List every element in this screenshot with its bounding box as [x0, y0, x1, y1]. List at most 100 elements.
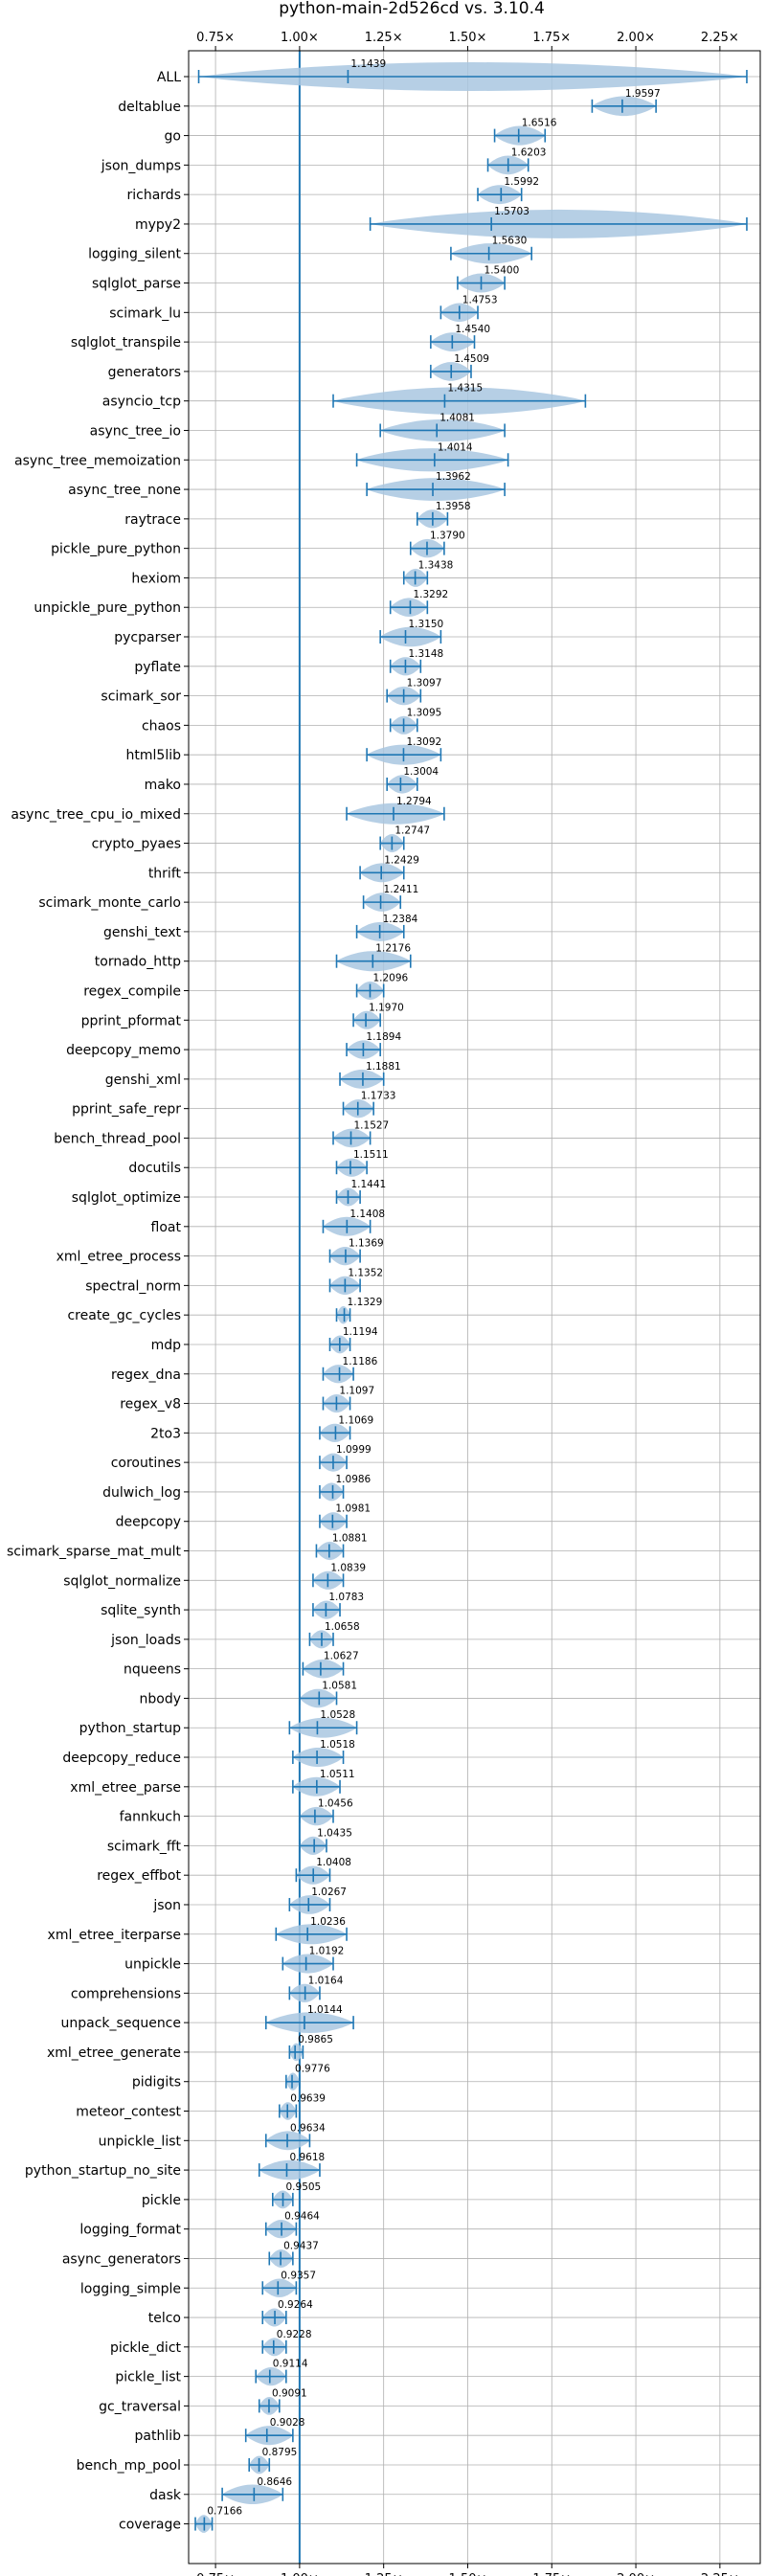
- value-label-raytrace: 1.3958: [436, 501, 471, 512]
- value-label-async_tree_none: 1.3962: [436, 471, 471, 483]
- category-label-xml_etree_parse: xml_etree_parse: [70, 1780, 181, 1796]
- category-label-go: go: [165, 129, 181, 145]
- category-label-mdp: mdp: [151, 1338, 182, 1353]
- value-label-pidigits: 0.9776: [295, 2064, 330, 2075]
- value-label-nqueens: 1.0627: [324, 1651, 359, 1662]
- category-label-unpickle_list: unpickle_list: [99, 2134, 182, 2149]
- value-label-pickle_list: 0.9114: [273, 2359, 308, 2370]
- value-label-sqlglot_optimize: 1.1441: [350, 1179, 386, 1190]
- category-label-hexiom: hexiom: [131, 571, 181, 586]
- value-label-scimark_sor: 1.3097: [407, 678, 442, 689]
- tick-label-bottom: 2.25×: [701, 2572, 739, 2576]
- value-label-json: 1.0267: [311, 1887, 347, 1898]
- value-label-generators: 1.4509: [454, 353, 489, 365]
- category-label-regex_effbot: regex_effbot: [97, 1868, 181, 1884]
- value-label-asyncio_tcp: 1.4315: [447, 383, 483, 395]
- x-axis-ticks: 0.75× 0.75× 1.00× 1.00× 1.25× 1.25× 1.50× 1.50×…: [196, 31, 739, 2576]
- value-label-meteor_contest: 0.9639: [290, 2093, 326, 2105]
- value-label-telco: 0.9264: [278, 2299, 313, 2311]
- category-label-mypy2: mypy2: [135, 217, 181, 233]
- value-label-sqlglot_parse: 1.5400: [484, 265, 520, 277]
- tick-label-bottom: 2.00×: [617, 2572, 655, 2576]
- value-label-python_startup_no_site: 0.9618: [289, 2152, 325, 2163]
- category-label-json: json: [152, 1898, 181, 1913]
- value-label-dulwich_log: 1.0986: [336, 1474, 372, 1485]
- tick-label-bottom: 1.50×: [449, 2572, 487, 2576]
- category-label-scimark_sor: scimark_sor: [101, 689, 181, 705]
- category-label-python_startup: python_startup: [79, 1721, 181, 1736]
- value-label-python_startup: 1.0528: [320, 1709, 355, 1721]
- category-label-tornado_http: tornado_http: [95, 955, 181, 970]
- category-label-float: float: [151, 1220, 182, 1235]
- value-label-deepcopy: 1.0981: [335, 1503, 371, 1515]
- value-label-async_tree_cpu_io_mixed: 1.2794: [396, 796, 432, 807]
- tick-label-top: 1.25×: [365, 31, 403, 45]
- category-label-scimark_sparse_mat_mult: scimark_sparse_mat_mult: [7, 1545, 181, 1560]
- value-label-dask: 0.8646: [257, 2476, 292, 2488]
- category-label-json_dumps: json_dumps: [101, 158, 181, 173]
- category-label-dulwich_log: dulwich_log: [102, 1485, 181, 1501]
- value-label-sqlglot_transpile: 1.4540: [455, 324, 490, 335]
- category-label-bench_thread_pool: bench_thread_pool: [54, 1131, 181, 1146]
- category-label-pprint_pformat: pprint_pformat: [81, 1013, 182, 1028]
- category-label-ALL: ALL: [157, 70, 181, 85]
- category-label-unpickle_pure_python: unpickle_pure_python: [34, 600, 181, 616]
- category-label-pickle_list: pickle_list: [115, 2370, 181, 2385]
- category-label-python_startup_no_site: python_startup_no_site: [25, 2163, 181, 2179]
- category-label-logging_simple: logging_simple: [80, 2281, 181, 2296]
- value-label-chaos: 1.3095: [407, 707, 442, 718]
- category-label-raytrace: raytrace: [124, 512, 181, 528]
- category-label-xml_etree_process: xml_etree_process: [56, 1250, 181, 1265]
- category-label-scimark_fft: scimark_fft: [107, 1839, 182, 1854]
- value-label-scimark_monte_carlo: 1.2411: [384, 884, 419, 895]
- category-label-genshi_text: genshi_text: [103, 925, 182, 940]
- category-label-sqlite_synth: sqlite_synth: [101, 1603, 181, 1618]
- value-label-pprint_safe_repr: 1.1733: [361, 1091, 396, 1102]
- category-label-fannkuch: fannkuch: [120, 1810, 181, 1825]
- value-label-float: 1.1408: [349, 1209, 385, 1220]
- category-label-deepcopy_memo: deepcopy_memo: [66, 1043, 181, 1058]
- category-label-create_gc_cycles: create_gc_cycles: [67, 1308, 181, 1323]
- category-label-json_loads: json_loads: [110, 1633, 181, 1648]
- value-label-nbody: 1.0581: [322, 1680, 357, 1691]
- category-label-logging_format: logging_format: [79, 2223, 181, 2238]
- category-label-async_tree_none: async_tree_none: [68, 483, 181, 498]
- tick-label-top: 2.00×: [617, 31, 655, 45]
- value-label-logging_format: 0.9464: [284, 2211, 320, 2223]
- value-label-go: 1.6516: [522, 118, 557, 129]
- category-label-pickle_pure_python: pickle_pure_python: [51, 542, 181, 557]
- value-label-mdp: 1.1194: [343, 1326, 378, 1338]
- category-label-regex_dna: regex_dna: [111, 1367, 181, 1383]
- category-label-deepcopy: deepcopy: [116, 1515, 181, 1530]
- category-label-mako: mako: [145, 778, 181, 793]
- category-label-thrift: thrift: [148, 866, 182, 881]
- category-label-sqlglot_parse: sqlglot_parse: [92, 277, 181, 292]
- category-label-crypto_pyaes: crypto_pyaes: [92, 837, 181, 852]
- value-label-richards: 1.5992: [504, 176, 539, 188]
- category-label-async_tree_memoization: async_tree_memoization: [14, 453, 181, 468]
- category-label-async_tree_cpu_io_mixed: async_tree_cpu_io_mixed: [11, 807, 181, 823]
- category-label-async_tree_io: async_tree_io: [90, 423, 181, 439]
- category-label-regex_compile: regex_compile: [83, 983, 181, 999]
- category-label-pickle_dict: pickle_dict: [110, 2340, 182, 2356]
- value-label-regex_dna: 1.1186: [343, 1356, 378, 1367]
- value-label-pickle_pure_python: 1.3790: [430, 531, 465, 542]
- category-label-coverage: coverage: [119, 2518, 181, 2533]
- value-label-scimark_fft: 1.0435: [317, 1827, 352, 1839]
- category-label-unpickle: unpickle: [124, 1957, 181, 1973]
- value-label-mako: 1.3004: [403, 766, 439, 778]
- value-label-pycparser: 1.3150: [409, 619, 444, 630]
- value-label-scimark_sparse_mat_mult: 1.0881: [332, 1533, 368, 1545]
- value-label-regex_v8: 1.1097: [339, 1386, 374, 1397]
- category-label-deepcopy_reduce: deepcopy_reduce: [62, 1751, 181, 1766]
- violin-series: [194, 51, 748, 2564]
- category-label-async_generators: async_generators: [62, 2251, 181, 2267]
- value-label-sqlite_synth: 1.0783: [328, 1592, 364, 1603]
- category-label-comprehensions: comprehensions: [71, 1986, 181, 2001]
- tick-label-bottom: 0.75×: [196, 2572, 235, 2576]
- value-label-xml_etree_parse: 1.0511: [320, 1769, 355, 1780]
- value-label-json_loads: 1.0658: [325, 1621, 360, 1633]
- value-label-hexiom: 1.3438: [418, 559, 454, 571]
- tick-label-top: 1.00×: [281, 31, 319, 45]
